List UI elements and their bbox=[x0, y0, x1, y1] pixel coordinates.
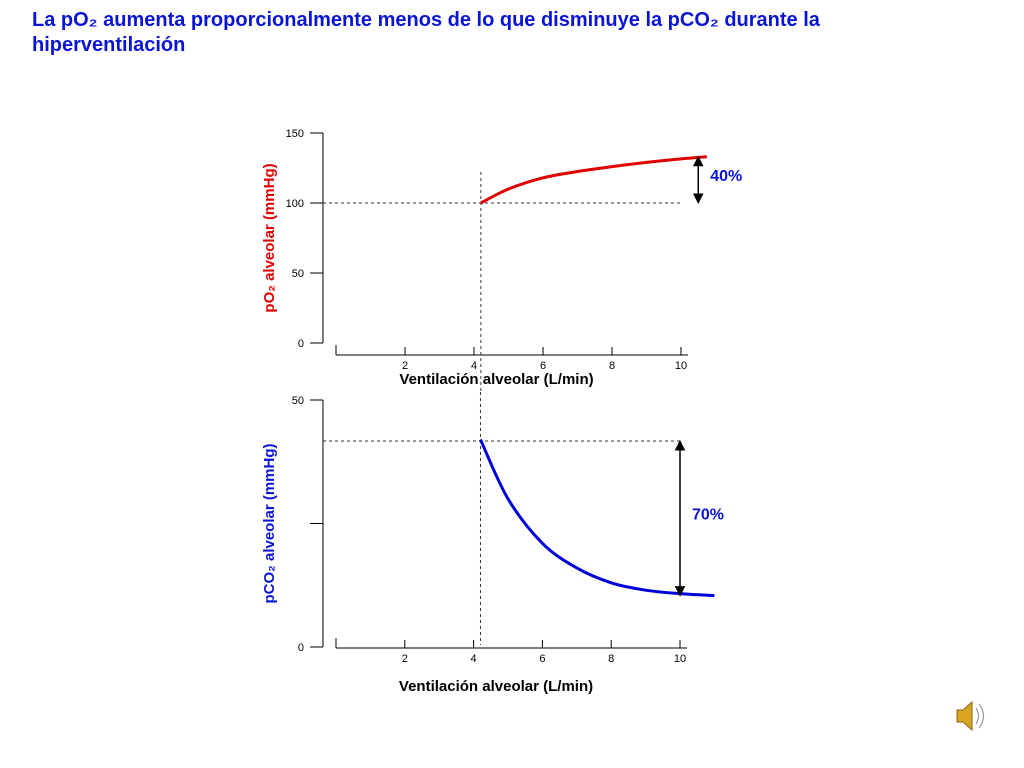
annotation-label: 40% bbox=[710, 168, 742, 185]
x-tick-label: 10 bbox=[675, 360, 687, 372]
line-series bbox=[480, 155, 707, 205]
x-axis-label: Ventilación alveolar (L/min) bbox=[399, 678, 593, 695]
y-tick-label: 0 bbox=[298, 338, 304, 350]
x-tick-label: 8 bbox=[608, 653, 614, 665]
x-tick-label: 8 bbox=[609, 360, 615, 372]
x-tick-label: 6 bbox=[540, 360, 546, 372]
y-tick-label: 100 bbox=[286, 198, 304, 210]
x-axis-label: Ventilación alveolar (L/min) bbox=[399, 371, 593, 388]
y-axis-label: pCO₂ alveolar (mmHg) bbox=[261, 443, 278, 603]
y-axis-label: pO₂ alveolar (mmHg) bbox=[261, 163, 278, 312]
x-tick-label: 4 bbox=[471, 653, 477, 665]
y-tick-label: 50 bbox=[292, 268, 304, 280]
x-tick-label: 4 bbox=[471, 360, 477, 372]
slide-title: La pO₂ aumenta proporcionalmente menos d… bbox=[32, 9, 820, 56]
chart: 0 50 100 150 2 4 6 8 10 Ventilación alveolar (L/m… bbox=[261, 128, 742, 392]
y-tick-label: 0 bbox=[298, 642, 304, 654]
x-tick-label: 2 bbox=[402, 360, 408, 372]
y-tick-label: 50 bbox=[292, 395, 304, 407]
speaker-icon[interactable] bbox=[956, 700, 985, 732]
x-tick-label: 2 bbox=[402, 653, 408, 665]
y-tick-label: 150 bbox=[286, 128, 304, 140]
x-tick-label: 6 bbox=[539, 653, 545, 665]
annotation-label: 70% bbox=[692, 506, 724, 523]
x-tick-label: 10 bbox=[674, 653, 686, 665]
chart: 0 50 2 4 6 8 10 Ventilación alveolar (L/min) pCO… bbox=[261, 392, 724, 695]
